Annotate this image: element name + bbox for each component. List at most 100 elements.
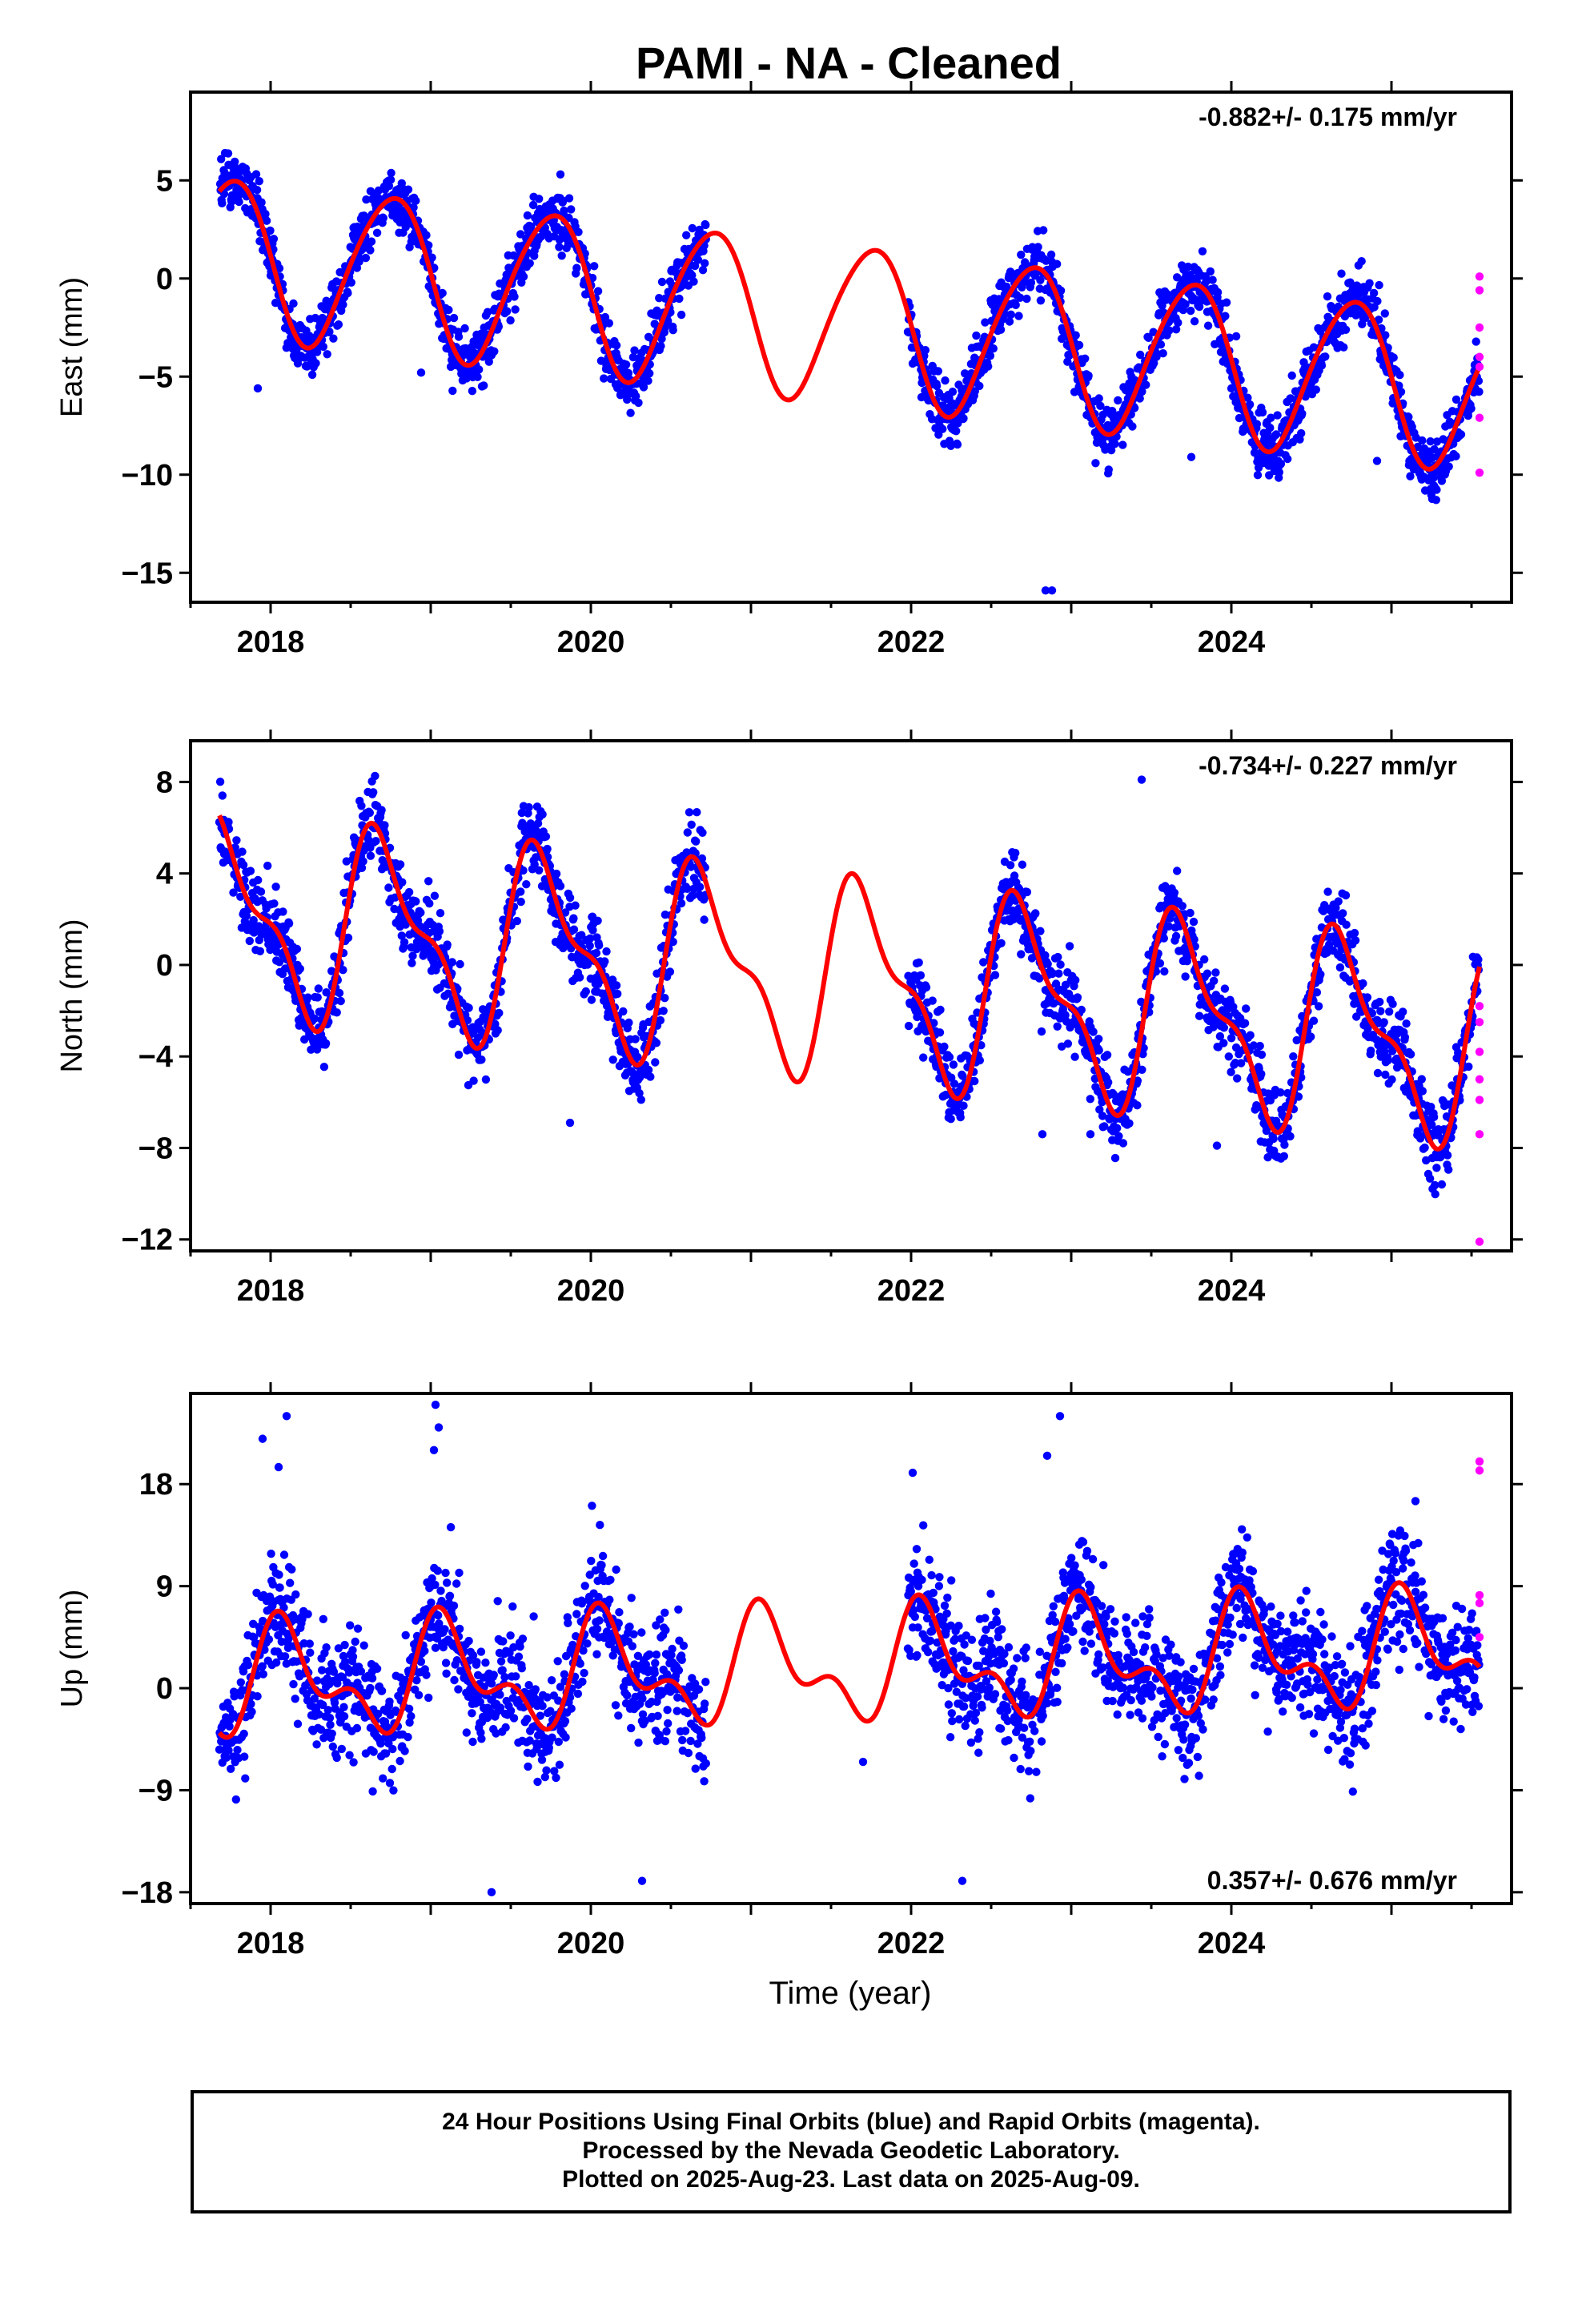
final-point bbox=[503, 307, 512, 316]
final-point bbox=[1065, 942, 1074, 951]
final-point bbox=[1190, 317, 1199, 326]
final-point bbox=[692, 837, 701, 846]
final-point bbox=[435, 927, 444, 936]
rapid-point bbox=[1475, 413, 1484, 422]
final-point bbox=[387, 168, 396, 178]
final-point bbox=[1475, 388, 1484, 396]
final-point bbox=[1275, 468, 1284, 476]
final-point bbox=[385, 1697, 394, 1706]
final-point bbox=[1389, 353, 1398, 362]
final-point bbox=[454, 1685, 463, 1694]
final-point bbox=[366, 1683, 375, 1693]
final-point bbox=[400, 938, 409, 947]
final-point bbox=[590, 262, 599, 271]
final-point bbox=[379, 1774, 387, 1783]
final-point bbox=[1359, 979, 1367, 988]
final-point bbox=[441, 1659, 451, 1667]
final-point bbox=[1046, 250, 1056, 259]
final-point bbox=[312, 1740, 321, 1749]
final-point bbox=[1431, 1190, 1439, 1199]
final-point bbox=[930, 1019, 938, 1027]
final-point bbox=[455, 1568, 464, 1578]
final-point bbox=[972, 331, 981, 340]
final-point bbox=[334, 320, 343, 329]
final-point bbox=[1323, 292, 1332, 301]
x-tick-label: 2022 bbox=[877, 1274, 946, 1308]
rapid-point bbox=[1475, 362, 1484, 372]
final-point bbox=[1160, 967, 1169, 976]
final-point bbox=[989, 344, 998, 353]
final-point bbox=[975, 381, 984, 391]
final-point bbox=[1452, 395, 1461, 404]
final-point bbox=[289, 299, 298, 308]
final-point bbox=[600, 312, 610, 322]
final-point bbox=[257, 198, 266, 207]
final-point bbox=[619, 1007, 628, 1016]
final-point bbox=[1387, 1075, 1396, 1084]
final-point bbox=[1086, 1130, 1095, 1139]
final-point bbox=[1381, 1070, 1390, 1080]
final-point bbox=[374, 1709, 383, 1719]
final-point bbox=[1351, 936, 1360, 945]
final-point bbox=[552, 869, 561, 879]
final-point bbox=[384, 883, 393, 892]
final-point bbox=[1164, 922, 1174, 931]
final-point bbox=[1114, 396, 1122, 405]
final-point bbox=[1181, 972, 1190, 981]
final-point bbox=[275, 1583, 284, 1592]
final-point bbox=[345, 1751, 354, 1759]
final-point bbox=[1219, 1023, 1229, 1032]
final-point bbox=[476, 1728, 485, 1737]
final-point bbox=[612, 981, 621, 990]
final-point bbox=[448, 958, 456, 967]
final-point bbox=[339, 966, 347, 975]
final-point bbox=[401, 1630, 410, 1640]
north-final-points bbox=[215, 771, 1484, 1199]
final-point bbox=[604, 319, 613, 328]
final-point bbox=[236, 1678, 245, 1687]
rapid-point bbox=[1475, 1002, 1484, 1011]
final-point bbox=[1026, 278, 1036, 287]
final-point bbox=[377, 1687, 387, 1695]
final-point bbox=[435, 1619, 444, 1628]
final-point bbox=[1402, 1019, 1411, 1028]
final-point bbox=[646, 1072, 655, 1081]
final-point bbox=[565, 893, 575, 903]
final-point bbox=[1183, 262, 1193, 271]
final-point bbox=[1430, 1152, 1439, 1162]
final-point bbox=[1276, 460, 1286, 468]
final-point bbox=[271, 883, 280, 891]
final-point bbox=[396, 1756, 404, 1766]
final-point bbox=[1047, 586, 1057, 595]
final-point bbox=[698, 828, 707, 838]
final-point bbox=[303, 1610, 312, 1618]
final-point bbox=[255, 177, 263, 186]
rapid-point bbox=[1475, 1096, 1484, 1104]
final-point bbox=[997, 939, 1006, 948]
final-point bbox=[464, 1003, 473, 1012]
final-point bbox=[369, 788, 378, 797]
final-point bbox=[325, 1714, 335, 1723]
final-point bbox=[1452, 452, 1460, 460]
final-point bbox=[958, 1072, 967, 1080]
final-point bbox=[1170, 888, 1179, 898]
north-model-curve bbox=[217, 814, 1482, 1152]
final-point bbox=[468, 1651, 478, 1660]
final-point bbox=[687, 820, 696, 830]
final-point bbox=[1276, 1088, 1285, 1097]
final-point bbox=[1113, 1124, 1122, 1133]
final-point bbox=[275, 958, 284, 967]
final-point bbox=[1034, 243, 1042, 251]
final-point bbox=[414, 1691, 424, 1699]
final-point bbox=[685, 808, 694, 817]
north-rapid-points bbox=[1475, 1002, 1484, 1246]
final-point bbox=[476, 1698, 484, 1707]
final-point bbox=[1252, 420, 1262, 428]
final-point bbox=[698, 266, 708, 275]
final-point bbox=[1311, 385, 1321, 394]
final-point bbox=[538, 810, 547, 819]
up-final-points bbox=[215, 1400, 1484, 1897]
final-point bbox=[555, 243, 564, 251]
final-point bbox=[525, 259, 534, 267]
final-point bbox=[1375, 997, 1384, 1007]
